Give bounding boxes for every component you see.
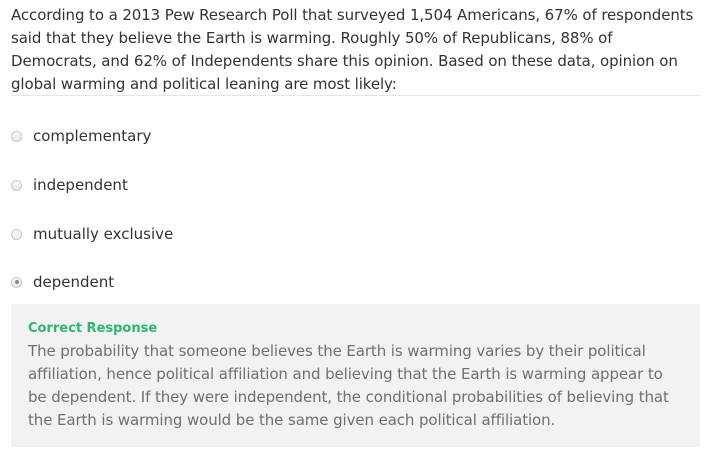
feedback-panel: Correct Response The probability that so…: [11, 304, 700, 447]
radio-independent[interactable]: [11, 179, 22, 191]
feedback-title: Correct Response: [28, 321, 158, 336]
option-label: mutually exclusive: [33, 225, 174, 243]
feedback-text: The probability that someone believes th…: [28, 342, 669, 429]
option-label: complementary: [33, 127, 152, 145]
option-label: dependent: [33, 273, 115, 291]
option-independent[interactable]: independent: [11, 173, 128, 197]
radio-complementary[interactable]: [11, 130, 22, 142]
question-divider: [11, 95, 700, 96]
radio-dependent[interactable]: [11, 276, 22, 288]
option-label: independent: [33, 176, 128, 194]
option-mutually-exclusive[interactable]: mutually exclusive: [11, 222, 173, 246]
question-text: According to a 2013 Pew Research Poll th…: [11, 6, 694, 93]
option-dependent[interactable]: dependent: [11, 270, 114, 294]
option-complementary[interactable]: complementary: [11, 124, 151, 148]
radio-mutually-exclusive[interactable]: [11, 228, 22, 240]
